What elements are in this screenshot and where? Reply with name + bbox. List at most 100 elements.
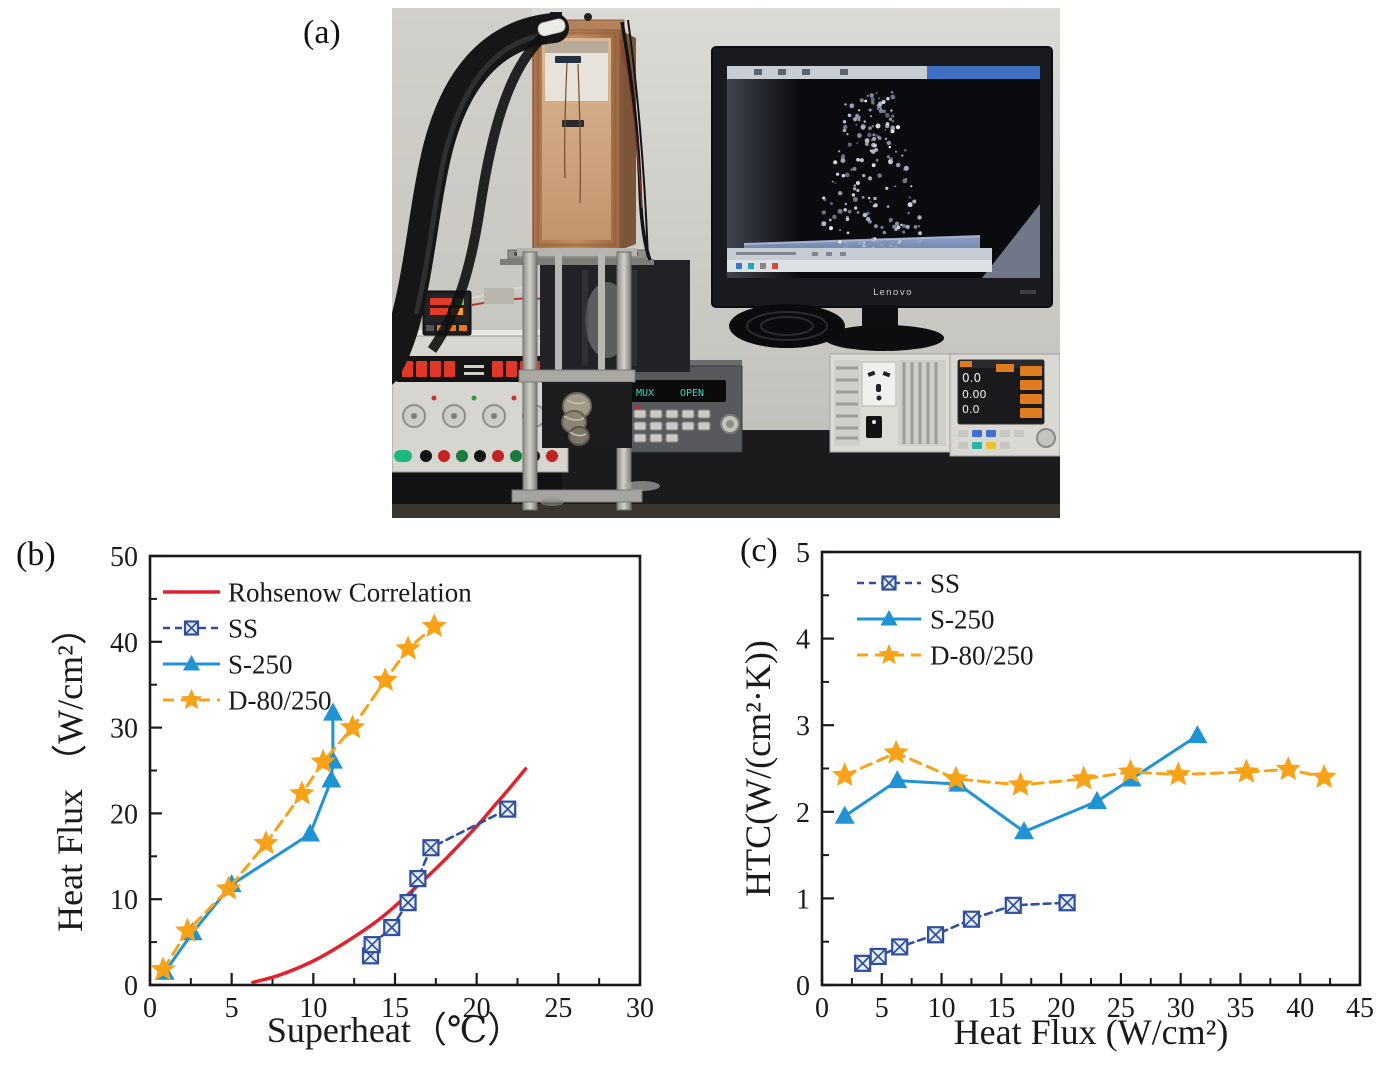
axis-box xyxy=(820,550,1362,987)
marker-S-250 xyxy=(834,805,855,824)
series-line-D-80/250 xyxy=(843,751,1326,787)
series-line-D-80/250 xyxy=(161,624,436,972)
power-meter: 0.0 0.00 0.0 xyxy=(949,353,1060,457)
y-tick-label: 30 xyxy=(110,714,138,745)
y-axis-title: Heat Flux （W/cm²） xyxy=(50,609,90,932)
marker-S-250 xyxy=(887,770,908,789)
legend-marker-D-80/250 xyxy=(878,643,900,665)
y-tick-label: 3 xyxy=(796,711,810,742)
marker-SS xyxy=(1058,894,1076,912)
marker-D-80/250 xyxy=(215,875,242,900)
legend-label-SS: SS xyxy=(228,614,258,644)
x-tick-label: 15 xyxy=(987,993,1015,1024)
marker-S-250 xyxy=(1014,821,1035,840)
marker-SS xyxy=(869,947,887,966)
marker-D-80/250 xyxy=(1007,771,1034,796)
legend-label-Rohsenow Correlation: Rohsenow Correlation xyxy=(228,578,472,608)
legend-marker-S-250 xyxy=(182,655,201,671)
y-tick-label: 1 xyxy=(796,884,810,915)
stand-shelf xyxy=(518,369,636,383)
y-tick-label: 0 xyxy=(124,971,138,1002)
legend-marker-SS xyxy=(881,575,897,591)
marker-SS xyxy=(891,938,909,956)
marker-D-80/250 xyxy=(943,765,969,790)
meter-reading-2: 0.00 xyxy=(962,388,987,401)
x-tick-label: 5 xyxy=(875,993,889,1024)
y-axis-title: HTC(W/(cm²·K)) xyxy=(740,640,778,897)
marker-SS xyxy=(1004,896,1022,914)
marker-D-80/250 xyxy=(289,780,315,805)
marker-SS xyxy=(499,800,517,818)
legend-label-D-80/250: D-80/250 xyxy=(228,686,332,716)
marker-D-80/250 xyxy=(253,830,279,855)
marker-D-80/250 xyxy=(372,667,398,692)
marker-D-80/250 xyxy=(883,739,909,764)
monitor-brand-logo: Lenovo xyxy=(873,288,913,298)
vfd-display xyxy=(630,380,726,402)
panel-label-a: (a) xyxy=(303,14,341,51)
legend-marker-SS xyxy=(183,620,200,636)
marker-S-250 xyxy=(321,769,342,788)
marker-D-80/250 xyxy=(1165,761,1191,786)
screen-taskbar xyxy=(727,260,992,272)
monitor: Lenovo xyxy=(711,46,1053,351)
hose-fitting xyxy=(537,18,566,37)
insulated-hose xyxy=(392,13,652,385)
legend-label-S-250: S-250 xyxy=(930,605,995,635)
x-tick-label: 10 xyxy=(928,993,956,1024)
y-tick-label: 40 xyxy=(110,628,138,659)
cable-coil xyxy=(729,304,845,348)
marker-D-80/250 xyxy=(1311,763,1337,788)
marker-D-80/250 xyxy=(150,956,176,981)
marker-SS xyxy=(926,926,945,944)
terminal-block xyxy=(484,288,514,304)
marker-SS xyxy=(409,870,427,888)
legend-label-S-250: S-250 xyxy=(228,650,293,680)
vfd-text-right: OPEN xyxy=(680,388,704,399)
x-axis-title: Heat Flux (W/cm²) xyxy=(954,1012,1229,1052)
meter-keypad xyxy=(958,430,1024,449)
legend-label-SS: SS xyxy=(930,569,960,599)
marker-D-80/250 xyxy=(421,613,447,638)
legend-marker-D-80/250 xyxy=(180,688,203,710)
x-tick-label: 40 xyxy=(1286,993,1314,1024)
meter-knob xyxy=(1036,428,1056,448)
marker-D-80/250 xyxy=(310,748,336,773)
x-tick-label: 30 xyxy=(1167,993,1195,1024)
x-tick-label: 20 xyxy=(1047,993,1075,1024)
meter-reading-3: 0.0 xyxy=(962,403,980,416)
bench-edge xyxy=(392,504,1060,518)
x-tick-label: 0 xyxy=(143,993,157,1024)
x-tick-label: 30 xyxy=(626,993,654,1024)
marker-SS xyxy=(363,936,381,954)
x-axis-title: Superheat（℃） xyxy=(267,1010,523,1050)
x-tick-label: 5 xyxy=(225,993,239,1024)
marker-D-80/250 xyxy=(174,917,201,942)
x-tick-label: 10 xyxy=(299,993,327,1024)
series-line-Rohsenow Correlation xyxy=(251,767,528,985)
marker-SS xyxy=(422,839,440,857)
x-tick-label: 0 xyxy=(815,993,829,1024)
marker-S-250 xyxy=(1187,725,1208,744)
marker-SS xyxy=(854,954,872,972)
legend-marker-S-250 xyxy=(880,610,898,626)
marker-D-80/250 xyxy=(339,714,366,739)
bench-power-supply-middle: MUX OPEN xyxy=(619,360,743,453)
marker-S-250 xyxy=(1087,790,1107,809)
panel-label-c: (c) xyxy=(740,532,778,569)
marker-D-80/250 xyxy=(1233,758,1260,783)
panel-label-b: (b) xyxy=(16,536,56,573)
marker-SS xyxy=(383,918,401,937)
steel-stand xyxy=(511,248,660,511)
legend-label-D-80/250: D-80/250 xyxy=(930,641,1034,671)
x-tick-label: 45 xyxy=(1346,993,1374,1024)
marker-SS xyxy=(399,894,417,912)
marker-S-250 xyxy=(322,702,343,721)
wrapped-heater-sample xyxy=(561,392,592,446)
meter-reading-1: 0.0 xyxy=(962,371,981,385)
chart-b-heat-flux-vs-superheat: 0 5 10 15 20 25 30 0 10 20 30 40 50 Superheat（℃） Heat … xyxy=(50,542,654,1050)
y-tick-label: 20 xyxy=(110,799,138,830)
x-tick-label: 35 xyxy=(1226,993,1254,1024)
